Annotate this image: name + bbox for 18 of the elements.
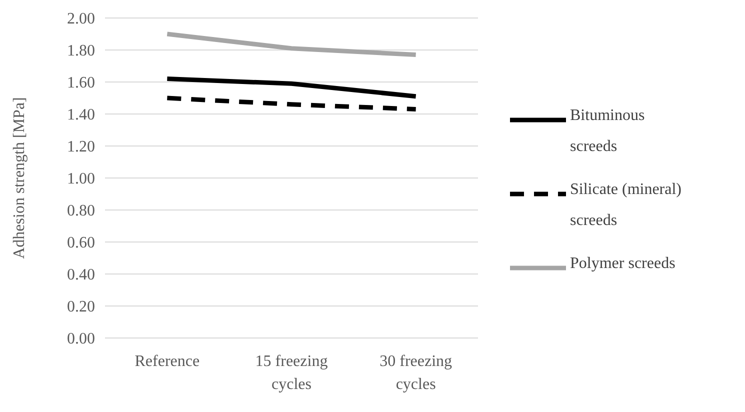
y-tick-label: 0.60 — [67, 234, 95, 252]
y-tick-label: 0.00 — [67, 330, 95, 348]
y-tick-label: 1.00 — [67, 170, 95, 188]
legend-label: Polymer screeds — [570, 255, 676, 272]
y-tick-label: 0.40 — [67, 266, 95, 284]
y-tick-label: 1.20 — [67, 138, 95, 156]
y-tick-label: 0.20 — [67, 298, 95, 316]
y-axis-title: Adhesion strength [MPa] — [11, 97, 28, 259]
legend-label: Silicate (mineral) screeds — [570, 181, 682, 229]
legend-label: Bituminous screeds — [570, 107, 645, 155]
y-tick-label: 1.40 — [67, 106, 95, 124]
y-tick-label: 0.80 — [67, 202, 95, 220]
y-tick-label: 1.60 — [67, 74, 95, 92]
x-tick-label: 30 freezing cycles — [380, 353, 452, 393]
x-tick-label: 15 freezing cycles — [255, 353, 328, 393]
y-tick-label: 2.00 — [67, 10, 95, 28]
y-tick-label: 1.80 — [67, 42, 95, 60]
x-tick-label: Reference — [134, 353, 200, 370]
